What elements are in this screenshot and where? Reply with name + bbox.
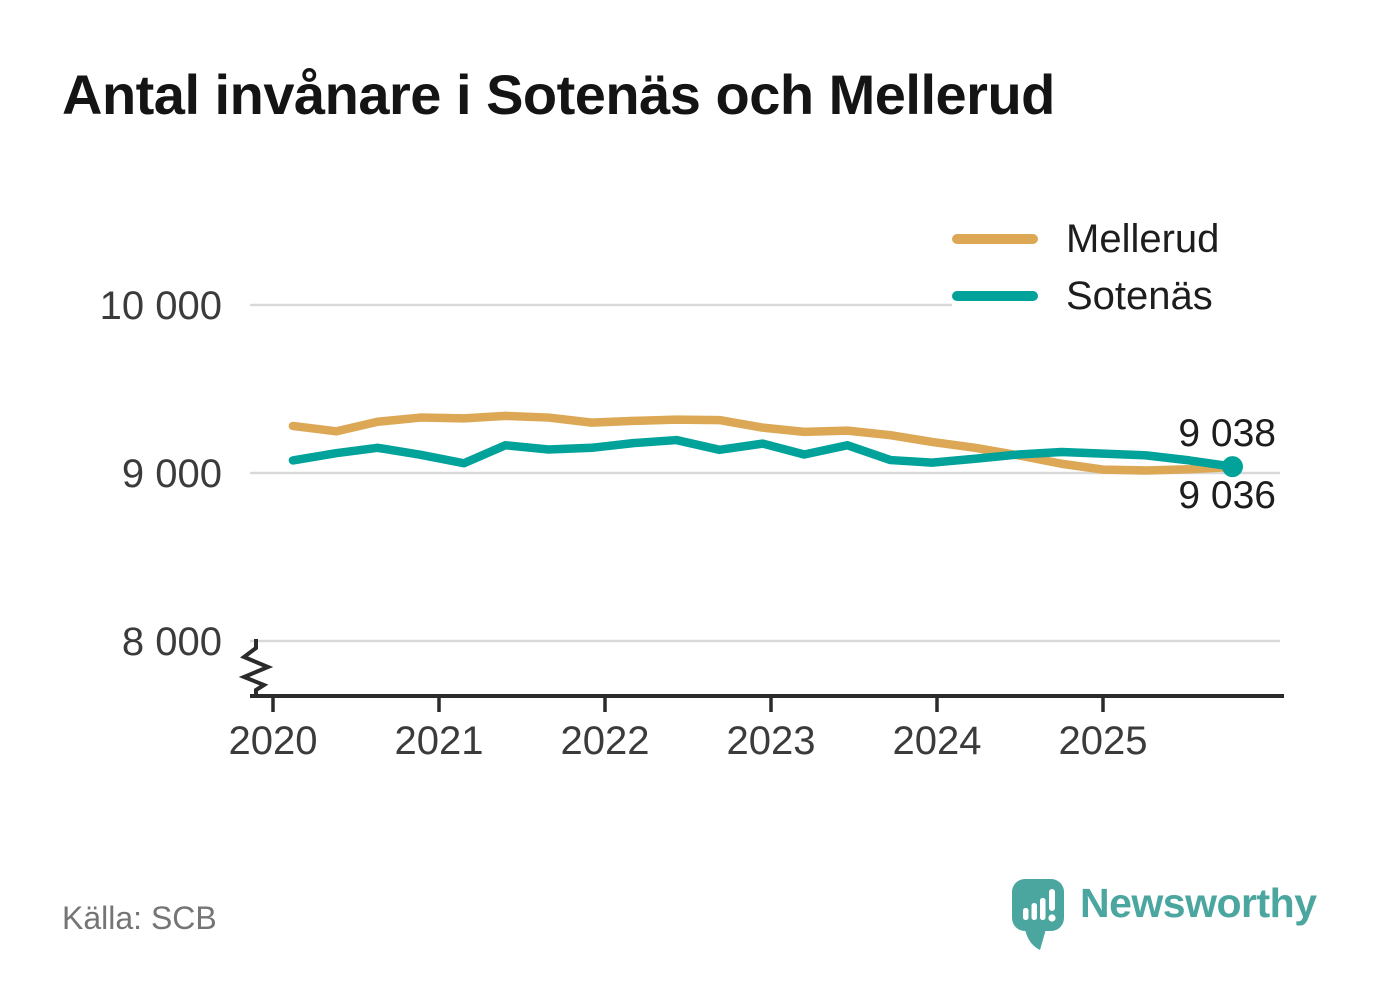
end-value-label-mellerud: 9 036 xyxy=(1178,474,1276,517)
x-axis-tick-label-2023: 2023 xyxy=(726,719,816,763)
legend-item-sotenas: Sotenäs xyxy=(952,274,1296,318)
newsworthy-wordmark: Newsworthy xyxy=(1080,880,1317,926)
legend: Mellerud Sotenäs xyxy=(952,216,1296,321)
x-axis-tick-label-2024: 2024 xyxy=(892,719,982,763)
end-value-label-sotenas: 9 038 xyxy=(1178,412,1276,455)
legend-swatch-sotenas xyxy=(952,291,1038,301)
newsworthy-icon xyxy=(1012,879,1064,950)
legend-label-mellerud: Mellerud xyxy=(1066,217,1220,261)
legend-swatch-mellerud xyxy=(952,234,1038,244)
chart-title: Antal invånare i Sotenäs och Mellerud xyxy=(62,63,1055,126)
legend-label-sotenas: Sotenäs xyxy=(1066,274,1213,318)
x-axis-tick-label-2025: 2025 xyxy=(1058,719,1148,763)
x-axis-tick-label-2021: 2021 xyxy=(394,719,484,763)
legend-item-mellerud: Mellerud xyxy=(952,217,1296,261)
y-axis-tick-label-10000: 10 000 xyxy=(99,284,222,328)
x-axis-tick-label-2022: 2022 xyxy=(560,719,650,763)
x-axis-tick-label-2020: 2020 xyxy=(228,719,318,763)
newsworthy-logo: Newsworthy xyxy=(1010,877,1317,953)
y-axis-tick-label-8000: 8 000 xyxy=(121,620,222,664)
y-axis-tick-label-9000: 9 000 xyxy=(121,452,222,496)
source-note: Källa: SCB xyxy=(62,900,217,936)
